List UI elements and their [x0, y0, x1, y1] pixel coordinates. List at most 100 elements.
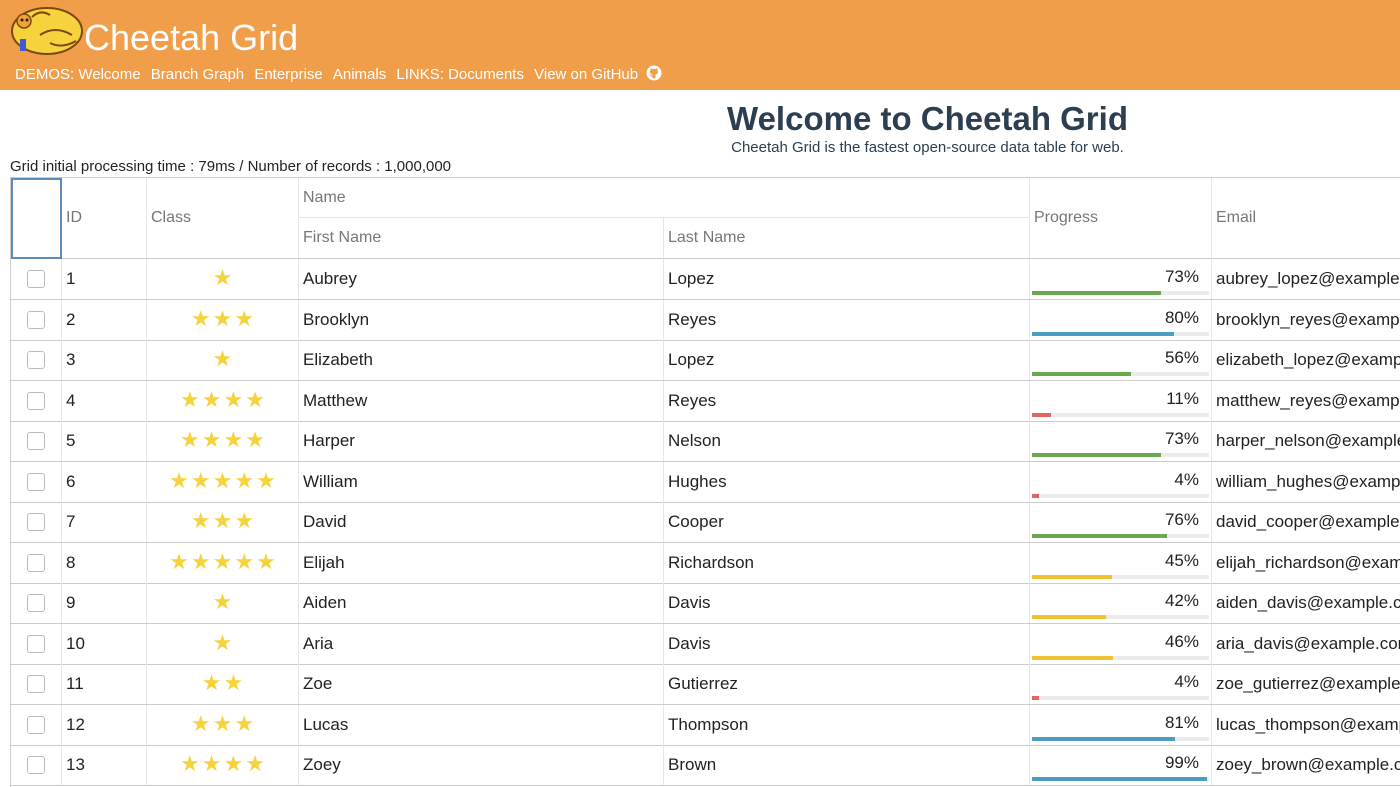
cell-last-name[interactable]: Reyes [664, 380, 1030, 421]
cell-email[interactable]: elizabeth_lopez@example.com [1216, 350, 1400, 369]
cell-first-name[interactable]: David [299, 502, 664, 542]
table-row[interactable]: 10 ★ Aria Davis 46% aria_davis@example.com [11, 623, 1400, 665]
cell-last-name[interactable]: Reyes [664, 299, 1030, 340]
cell-progress[interactable]: 80% [1030, 299, 1212, 340]
cell-id[interactable]: 6 [62, 461, 147, 502]
cell-first-name[interactable]: Aiden [299, 583, 664, 623]
table-row[interactable]: 12 ★ ★ ★ Lucas Thompson 81% lucas_thompson@exam… [11, 704, 1400, 746]
cell-id[interactable]: 9 [62, 583, 147, 623]
row-checkbox[interactable] [27, 432, 45, 450]
cell-email[interactable]: aubrey_lopez@example.com [1216, 269, 1400, 288]
row-checkbox[interactable] [27, 675, 45, 693]
cell-class-stars[interactable]: ★ ★ ★ ★ [147, 380, 299, 421]
cell-progress[interactable]: 11% [1030, 380, 1212, 421]
header-class[interactable]: Class [147, 178, 299, 259]
cell-progress[interactable]: 81% [1030, 704, 1212, 745]
header-id[interactable]: ID [62, 178, 147, 259]
cell-email[interactable]: zoe_gutierrez@example.com [1216, 674, 1400, 693]
cell-last-name[interactable]: Nelson [664, 421, 1030, 461]
row-checkbox[interactable] [27, 351, 45, 369]
nav-links-documents[interactable]: LINKS: Documents [396, 66, 524, 83]
table-row[interactable]: 4★★★★MatthewReyes11%matthew_reyes@exampl… [11, 380, 1400, 422]
cell-id[interactable]: 10 [62, 623, 147, 664]
cell-first-name[interactable]: Brooklyn [299, 299, 664, 340]
cell-email[interactable]: david_cooper@example.com [1216, 512, 1400, 531]
cell-class-stars[interactable]: ★ ★ ★ ★ ★ [147, 461, 299, 502]
cell-class-stars[interactable]: ★ ★ [147, 664, 299, 704]
cell-last-name[interactable]: Thompson [664, 704, 1030, 745]
cell-email[interactable]: harper_nelson@example.com [1216, 431, 1400, 450]
row-checkbox[interactable] [27, 391, 45, 410]
cell-last-name[interactable]: Cooper [664, 502, 1030, 542]
cell-first-name[interactable]: Aubrey [299, 259, 664, 299]
cell-last-name[interactable]: Lopez [664, 259, 1030, 299]
cell-first-name[interactable]: Harper [299, 421, 664, 461]
row-checkbox[interactable] [27, 715, 45, 734]
header-first-name[interactable]: First Name [299, 218, 664, 259]
cell-email[interactable]: william_hughes@example.com [1216, 471, 1400, 491]
cell-progress[interactable]: 73% [1030, 421, 1212, 461]
cell-progress[interactable]: 73% [1030, 259, 1212, 299]
cell-email[interactable]: aria_davis@example.com [1216, 633, 1400, 653]
row-checkbox[interactable] [27, 594, 45, 612]
table-row[interactable]: 8 ★ ★ ★ ★ ★ Elijah Richardson 45% elijah_richards… [11, 542, 1400, 584]
row-checkbox[interactable] [27, 553, 45, 572]
cell-last-name[interactable]: Hughes [664, 461, 1030, 502]
brand-title[interactable]: Cheetah Grid [84, 17, 299, 58]
cell-email[interactable]: zoey_brown@example.com [1216, 755, 1400, 774]
cell-first-name[interactable]: Zoey [299, 745, 664, 785]
cell-first-name[interactable]: Lucas [299, 704, 664, 745]
cell-first-name[interactable]: Zoe [299, 664, 664, 704]
cell-first-name[interactable]: Aria [299, 623, 664, 664]
cell-email[interactable]: brooklyn_reyes@example.com [1216, 309, 1400, 329]
row-checkbox[interactable] [27, 756, 45, 774]
header-checkbox-cell[interactable] [11, 178, 62, 259]
cell-last-name[interactable]: Davis [664, 583, 1030, 623]
cell-id[interactable]: 7 [62, 502, 147, 542]
table-row[interactable]: 11★★ZoeGutierrez4%zoe_gutierrez@example.… [11, 664, 1400, 705]
cell-id[interactable]: 8 [62, 542, 147, 583]
cell-class-stars[interactable]: ★ ★ ★ [147, 704, 299, 745]
cell-progress[interactable]: 76% [1030, 502, 1212, 542]
cell-class-stars[interactable]: ★ [147, 583, 299, 623]
row-checkbox[interactable] [27, 270, 45, 288]
cell-first-name[interactable]: Elijah [299, 542, 664, 583]
cell-progress[interactable]: 99% [1030, 745, 1212, 785]
table-row[interactable]: 6 ★ ★ ★ ★ ★ William Hughes 4% william_hughes@exam… [11, 461, 1400, 503]
cell-id[interactable]: 11 [62, 664, 147, 704]
cell-id[interactable]: 4 [62, 380, 147, 421]
nav-demos-welcome[interactable]: DEMOS: Welcome [15, 66, 141, 83]
cell-class-stars[interactable]: ★ ★ ★ [147, 502, 299, 542]
cell-last-name[interactable]: Richardson [664, 542, 1030, 583]
table-row[interactable]: 7★★★DavidCooper76%david_cooper@example.c… [11, 502, 1400, 543]
row-checkbox[interactable] [27, 513, 45, 531]
header-name-group[interactable]: Name [299, 178, 1030, 218]
cell-id[interactable]: 13 [62, 745, 147, 785]
cheetah-logo-icon[interactable] [10, 5, 84, 57]
cell-email[interactable]: aiden_davis@example.com [1216, 593, 1400, 612]
cell-progress[interactable]: 46% [1030, 623, 1212, 664]
cell-email[interactable]: elijah_richardson@example.com [1216, 552, 1400, 572]
row-checkbox[interactable] [27, 310, 45, 329]
header-email[interactable]: Email [1212, 178, 1400, 259]
cell-id[interactable]: 12 [62, 704, 147, 745]
cell-first-name[interactable]: Matthew [299, 380, 664, 421]
cell-class-stars[interactable]: ★ ★ ★ ★ [147, 421, 299, 461]
nav-animals[interactable]: Animals [332, 66, 387, 83]
cell-last-name[interactable]: Brown [664, 745, 1030, 785]
cell-last-name[interactable]: Gutierrez [664, 664, 1030, 704]
data-grid[interactable]: ID Class Name First Name Last Name Progr… [10, 177, 1400, 787]
cell-first-name[interactable]: William [299, 461, 664, 502]
row-checkbox[interactable] [27, 634, 45, 653]
cell-class-stars[interactable]: ★ [147, 340, 299, 380]
cell-first-name[interactable]: Elizabeth [299, 340, 664, 380]
cell-id[interactable]: 5 [62, 421, 147, 461]
cell-progress[interactable]: 42% [1030, 583, 1212, 623]
cell-progress[interactable]: 45% [1030, 542, 1212, 583]
cell-last-name[interactable]: Lopez [664, 340, 1030, 380]
cell-id[interactable]: 2 [62, 299, 147, 340]
